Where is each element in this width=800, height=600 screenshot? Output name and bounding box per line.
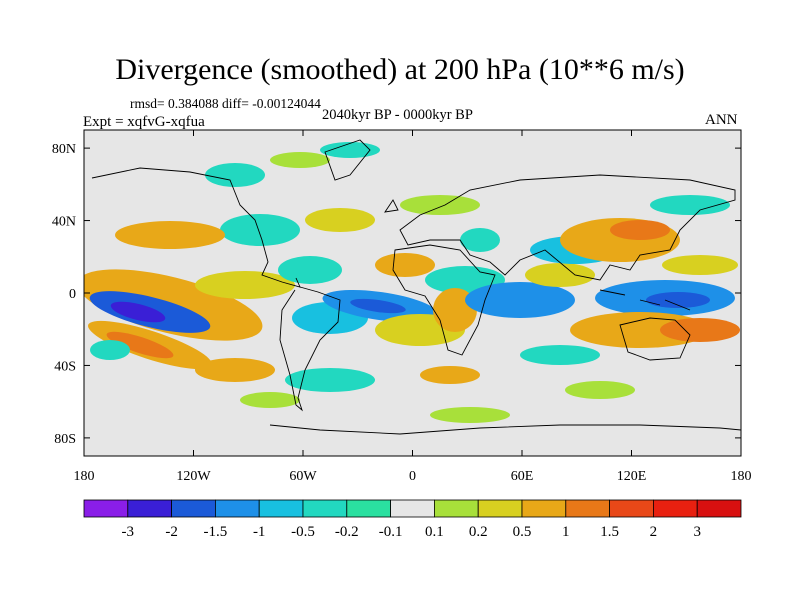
colorbar-label: 3 bbox=[693, 524, 701, 540]
colorbar-swatch bbox=[653, 499, 698, 518]
season-label: ANN bbox=[705, 112, 738, 128]
colorbar-swatch bbox=[302, 499, 348, 518]
y-tick-label: 40S bbox=[54, 359, 76, 374]
stats-label: rmsd= 0.384088 diff= -0.00124044 bbox=[130, 96, 321, 111]
x-tick-label: 180 bbox=[74, 469, 95, 484]
y-tick-label: 80S bbox=[54, 432, 76, 447]
chart-title: Divergence (smoothed) at 200 hPa (10**6 … bbox=[115, 53, 685, 86]
x-tick-label: 120W bbox=[176, 469, 211, 484]
colorbar: -3 -2 -1.5 -1 -0.5 -0.2 -0.1 0.1 0.2 0.5 1 1.5 2 3 bbox=[83, 499, 742, 540]
period-label: 2040kyr BP - 0000kyr BP bbox=[322, 107, 473, 123]
colorbar-swatch bbox=[477, 499, 523, 518]
colorbar-swatch bbox=[521, 499, 567, 518]
colorbar-swatch bbox=[127, 499, 173, 518]
x-tick-label: 180 bbox=[731, 469, 752, 484]
colorbar-label: -1.5 bbox=[204, 524, 228, 540]
colorbar-swatch bbox=[565, 499, 610, 518]
colorbar-swatch bbox=[390, 499, 435, 518]
experiment-label: Expt = xqfvG-xqfua bbox=[83, 114, 205, 130]
colorbar-label: -0.2 bbox=[335, 524, 359, 540]
colorbar-label: 2 bbox=[650, 524, 658, 540]
x-tick-label: 120E bbox=[617, 469, 647, 484]
colorbar-label: -3 bbox=[122, 524, 135, 540]
x-tick-label: 60W bbox=[289, 469, 317, 484]
colorbar-label: -0.5 bbox=[291, 524, 315, 540]
colorbar-label: -1 bbox=[253, 524, 266, 540]
y-tick-label: 40N bbox=[52, 215, 76, 230]
colorbar-swatch bbox=[214, 499, 260, 518]
colorbar-label: 0.1 bbox=[425, 524, 444, 540]
colorbar-swatch bbox=[433, 499, 479, 518]
colorbar-label: 0.2 bbox=[469, 524, 488, 540]
colorbar-label: 1.5 bbox=[600, 524, 619, 540]
colorbar-swatch bbox=[346, 499, 391, 518]
y-tick-label: 0 bbox=[69, 287, 76, 302]
colorbar-label: -0.1 bbox=[379, 524, 403, 540]
colorbar-swatch bbox=[258, 499, 304, 518]
colorbar-swatch bbox=[696, 499, 742, 518]
colorbar-swatch bbox=[609, 499, 654, 518]
x-tick-label: 60E bbox=[511, 469, 534, 484]
colorbar-label: -2 bbox=[165, 524, 178, 540]
colorbar-swatch bbox=[171, 499, 216, 518]
colorbar-swatch bbox=[83, 499, 129, 518]
divergence-field bbox=[84, 130, 741, 456]
coastlines bbox=[91, 139, 741, 435]
colorbar-label: 0.5 bbox=[513, 524, 532, 540]
colorbar-label: 1 bbox=[562, 524, 570, 540]
x-tick-label: 0 bbox=[409, 469, 416, 484]
y-tick-label: 80N bbox=[52, 142, 76, 157]
